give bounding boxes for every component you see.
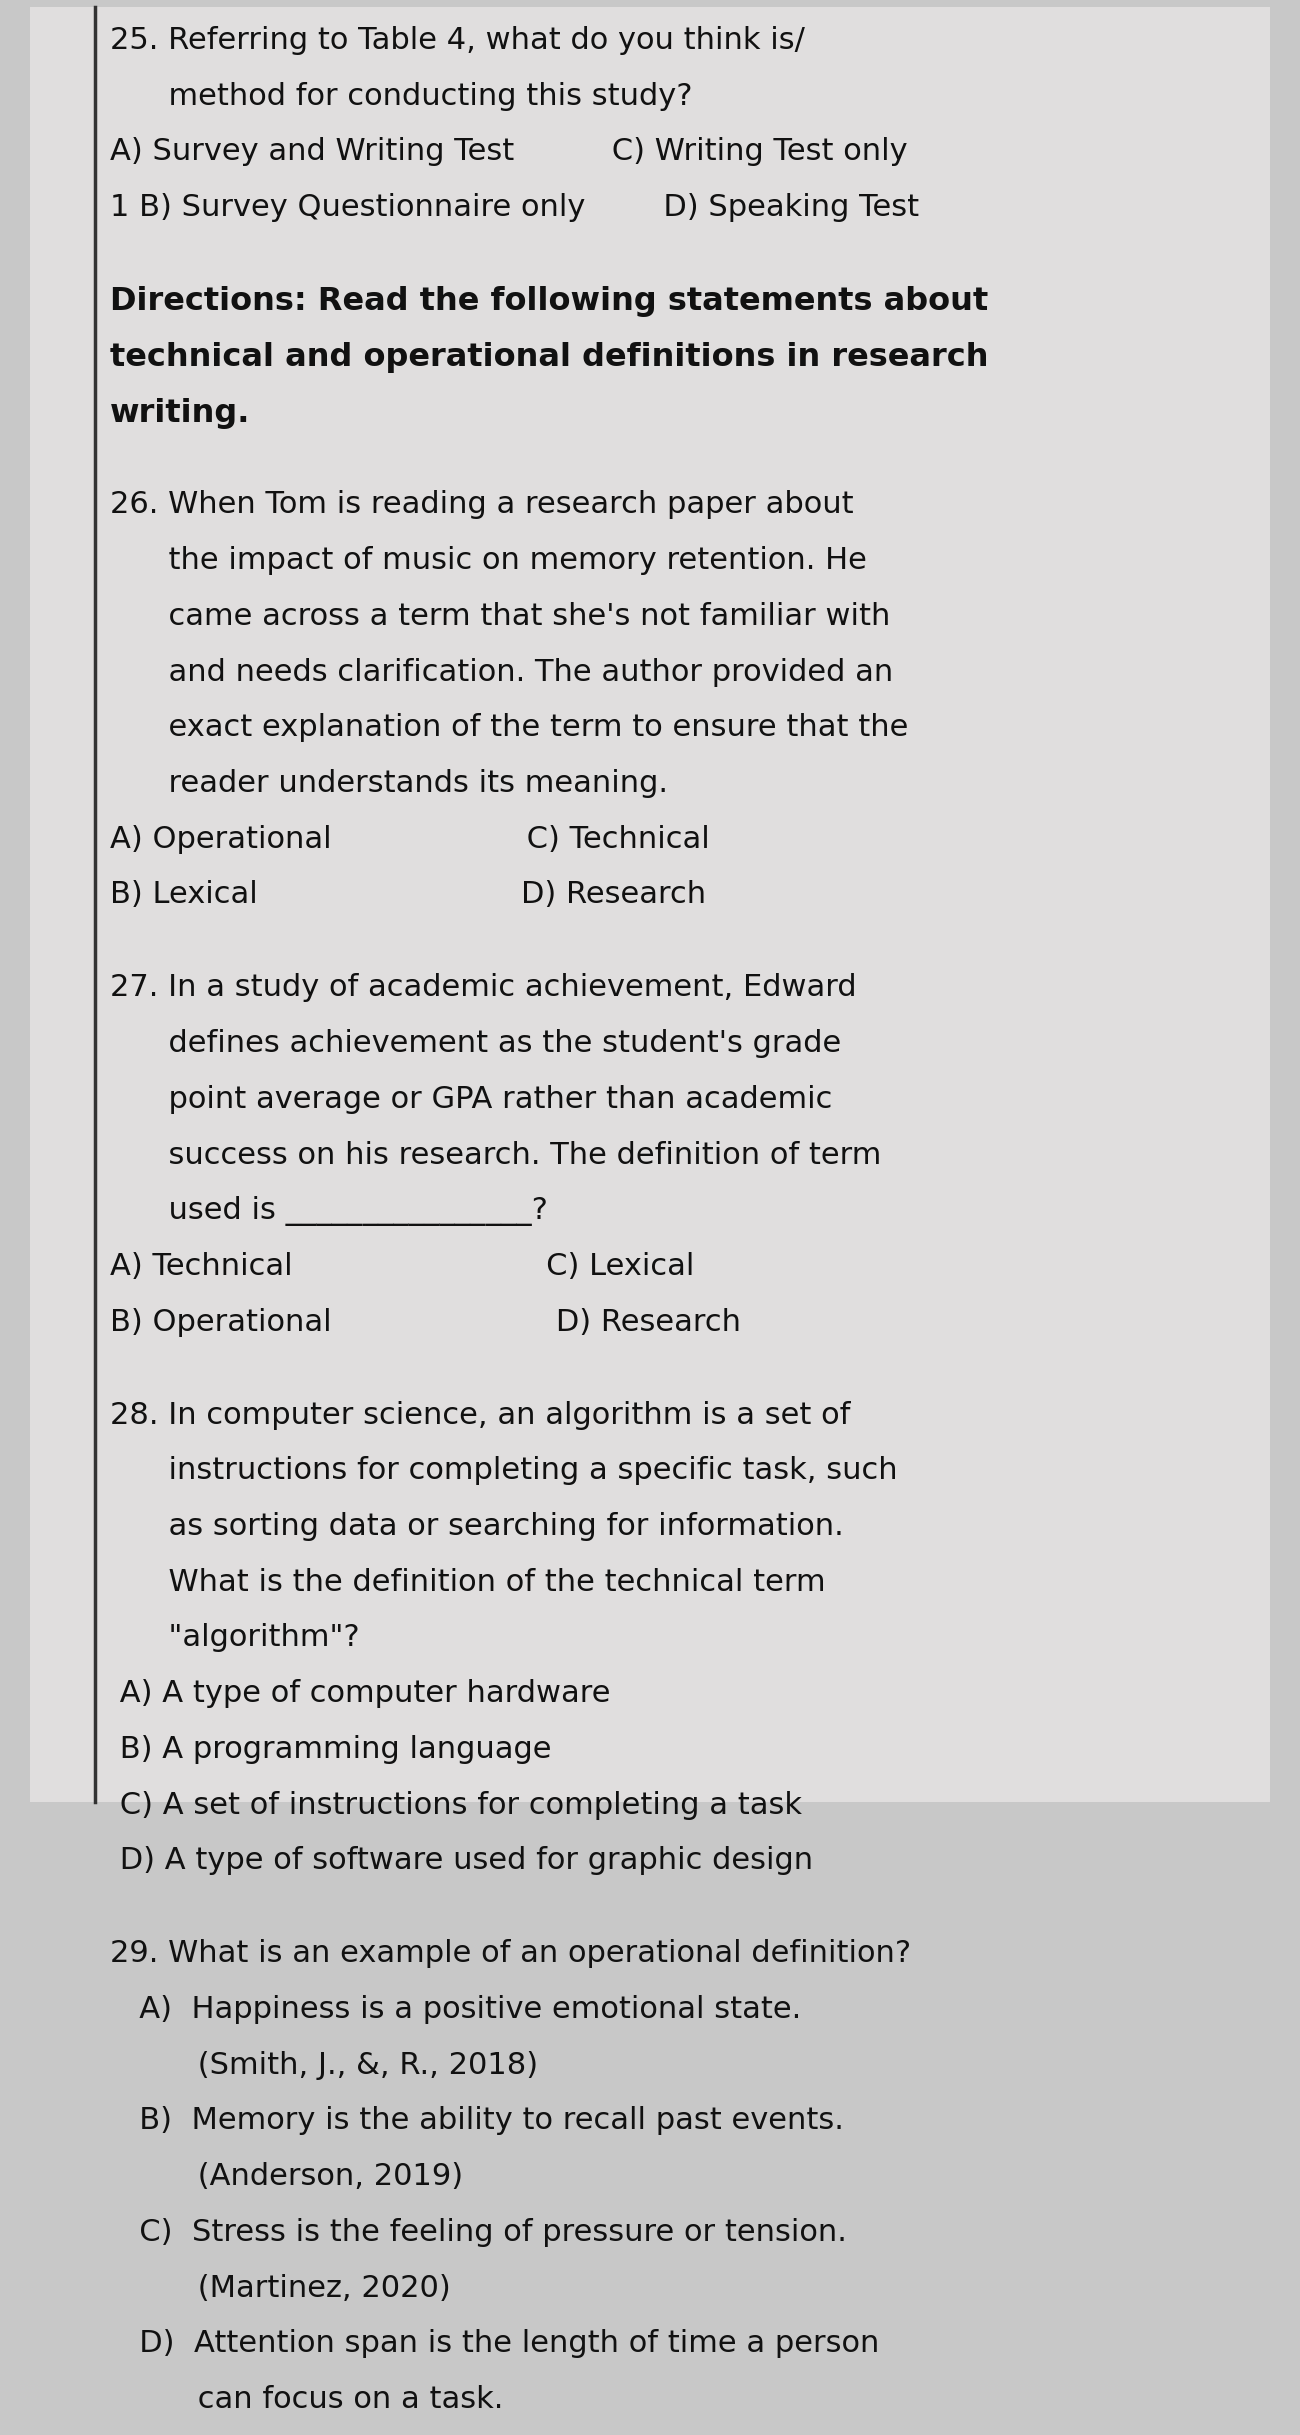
Text: technical and operational definitions in research: technical and operational definitions in…: [111, 341, 988, 373]
Text: A) Survey and Writing Test          C) Writing Test only: A) Survey and Writing Test C) Writing Te…: [111, 136, 907, 166]
Text: C) A set of instructions for completing a task: C) A set of instructions for completing …: [111, 1790, 802, 1819]
Text: "algorithm"?: "algorithm"?: [111, 1624, 360, 1653]
Text: point average or GPA rather than academic: point average or GPA rather than academi…: [111, 1086, 832, 1113]
Text: D)  Attention span is the length of time a person: D) Attention span is the length of time …: [111, 2330, 879, 2360]
Text: A) Technical                          C) Lexical: A) Technical C) Lexical: [111, 1252, 694, 1281]
Text: 28. In computer science, an algorithm is a set of: 28. In computer science, an algorithm is…: [111, 1400, 850, 1429]
Text: success on his research. The definition of term: success on his research. The definition …: [111, 1140, 881, 1169]
Text: (Anderson, 2019): (Anderson, 2019): [111, 2162, 463, 2192]
Text: came across a term that she's not familiar with: came across a term that she's not famili…: [111, 601, 891, 631]
Text: exact explanation of the term to ensure that the: exact explanation of the term to ensure …: [111, 713, 909, 743]
Text: A) Operational                    C) Technical: A) Operational C) Technical: [111, 825, 710, 855]
Text: the impact of music on memory retention. He: the impact of music on memory retention.…: [111, 545, 867, 575]
Text: as sorting data or searching for information.: as sorting data or searching for informa…: [111, 1512, 844, 1541]
Text: 26. When Tom is reading a research paper about: 26. When Tom is reading a research paper…: [111, 489, 854, 519]
Text: 25. Referring to Table 4, what do you think is/: 25. Referring to Table 4, what do you th…: [111, 27, 805, 56]
Text: D) A type of software used for graphic design: D) A type of software used for graphic d…: [111, 1846, 812, 1875]
Text: B) Lexical                           D) Research: B) Lexical D) Research: [111, 881, 706, 911]
Text: B)  Memory is the ability to recall past events.: B) Memory is the ability to recall past …: [111, 2106, 844, 2135]
Text: used is ________________?: used is ________________?: [111, 1196, 547, 1227]
Text: 1 B) Survey Questionnaire only        D) Speaking Test: 1 B) Survey Questionnaire only D) Speaki…: [111, 192, 919, 222]
Text: 29. What is an example of an operational definition?: 29. What is an example of an operational…: [111, 1938, 911, 1967]
Text: instructions for completing a specific task, such: instructions for completing a specific t…: [111, 1456, 897, 1485]
Text: (Smith, J., &, R., 2018): (Smith, J., &, R., 2018): [111, 2050, 538, 2079]
Text: defines achievement as the student's grade: defines achievement as the student's gra…: [111, 1030, 841, 1059]
Text: method for conducting this study?: method for conducting this study?: [111, 83, 693, 110]
Text: and needs clarification. The author provided an: and needs clarification. The author prov…: [111, 657, 893, 687]
Text: 27. In a study of academic achievement, Edward: 27. In a study of academic achievement, …: [111, 974, 857, 1003]
Text: A) A type of computer hardware: A) A type of computer hardware: [111, 1680, 611, 1709]
Text: B) Operational                       D) Research: B) Operational D) Research: [111, 1308, 741, 1337]
Text: What is the definition of the technical term: What is the definition of the technical …: [111, 1568, 826, 1597]
FancyBboxPatch shape: [30, 7, 1270, 1802]
Text: reader understands its meaning.: reader understands its meaning.: [111, 769, 668, 799]
Text: B) A programming language: B) A programming language: [111, 1736, 551, 1763]
Text: (Martinez, 2020): (Martinez, 2020): [111, 2274, 451, 2304]
Text: C)  Stress is the feeling of pressure or tension.: C) Stress is the feeling of pressure or …: [111, 2218, 846, 2248]
Text: can focus on a task.: can focus on a task.: [111, 2386, 503, 2413]
Text: A)  Happiness is a positive emotional state.: A) Happiness is a positive emotional sta…: [111, 1994, 801, 2023]
Text: writing.: writing.: [111, 397, 251, 429]
Text: Directions: Read the following statements about: Directions: Read the following statement…: [111, 285, 988, 317]
